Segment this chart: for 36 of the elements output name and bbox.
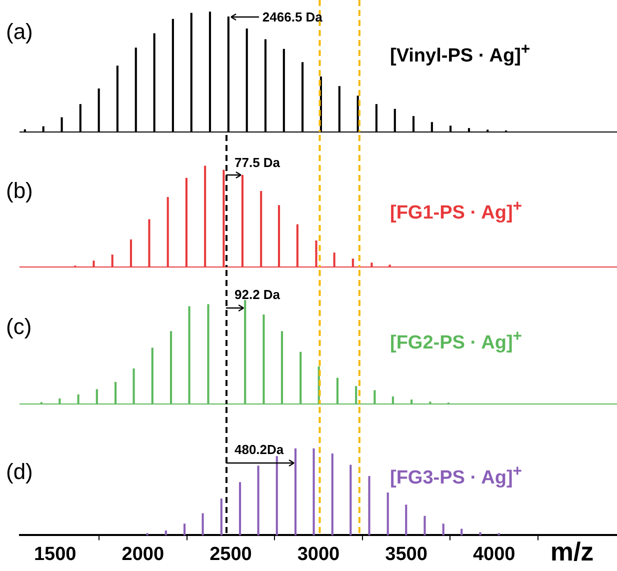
bar [238, 482, 242, 536]
bar [386, 492, 389, 536]
x-tick-label: 1500 [34, 544, 76, 565]
x-tick-label: 2500 [210, 544, 252, 565]
bar [424, 516, 426, 536]
bar [460, 528, 463, 536]
text: [FG1-PS · Ag]$^{+}$ [390, 198, 522, 224]
annotation: (b) [6, 178, 33, 204]
series-label: [FG3-PS · Ag]$^{+}$ [390, 463, 522, 490]
annotation: 2466.5 Da [262, 9, 324, 24]
x-axis-title: m/z [550, 536, 594, 566]
bar [294, 448, 297, 536]
text: [FG2-PS · Ag]$^{+}$ [390, 328, 522, 354]
annotation: 480.2Da [234, 442, 284, 458]
x-tick-label: 4000 [472, 544, 516, 565]
bar [331, 454, 334, 536]
bar [368, 476, 370, 536]
text: [Vinyl-PS · Ag]$^{+}$ [390, 41, 530, 68]
bar [442, 524, 444, 536]
bar [276, 456, 278, 536]
bar [202, 513, 204, 536]
annotation: 92.2 Da [234, 287, 281, 302]
x-tick-label: 3000 [297, 544, 340, 565]
bar [183, 524, 186, 536]
bar [405, 504, 408, 536]
annotation: (c) [6, 314, 32, 340]
bar [220, 498, 222, 536]
annotation: (a) [6, 19, 33, 45]
bar [312, 448, 315, 536]
annotation: 77.5 Da [234, 154, 281, 170]
annotation: (d) [6, 459, 33, 485]
bar [350, 464, 352, 536]
x-tick-label: 2000 [122, 544, 164, 565]
bar [257, 466, 260, 536]
bar [164, 530, 167, 536]
x-tick-label: 3500 [385, 544, 428, 565]
